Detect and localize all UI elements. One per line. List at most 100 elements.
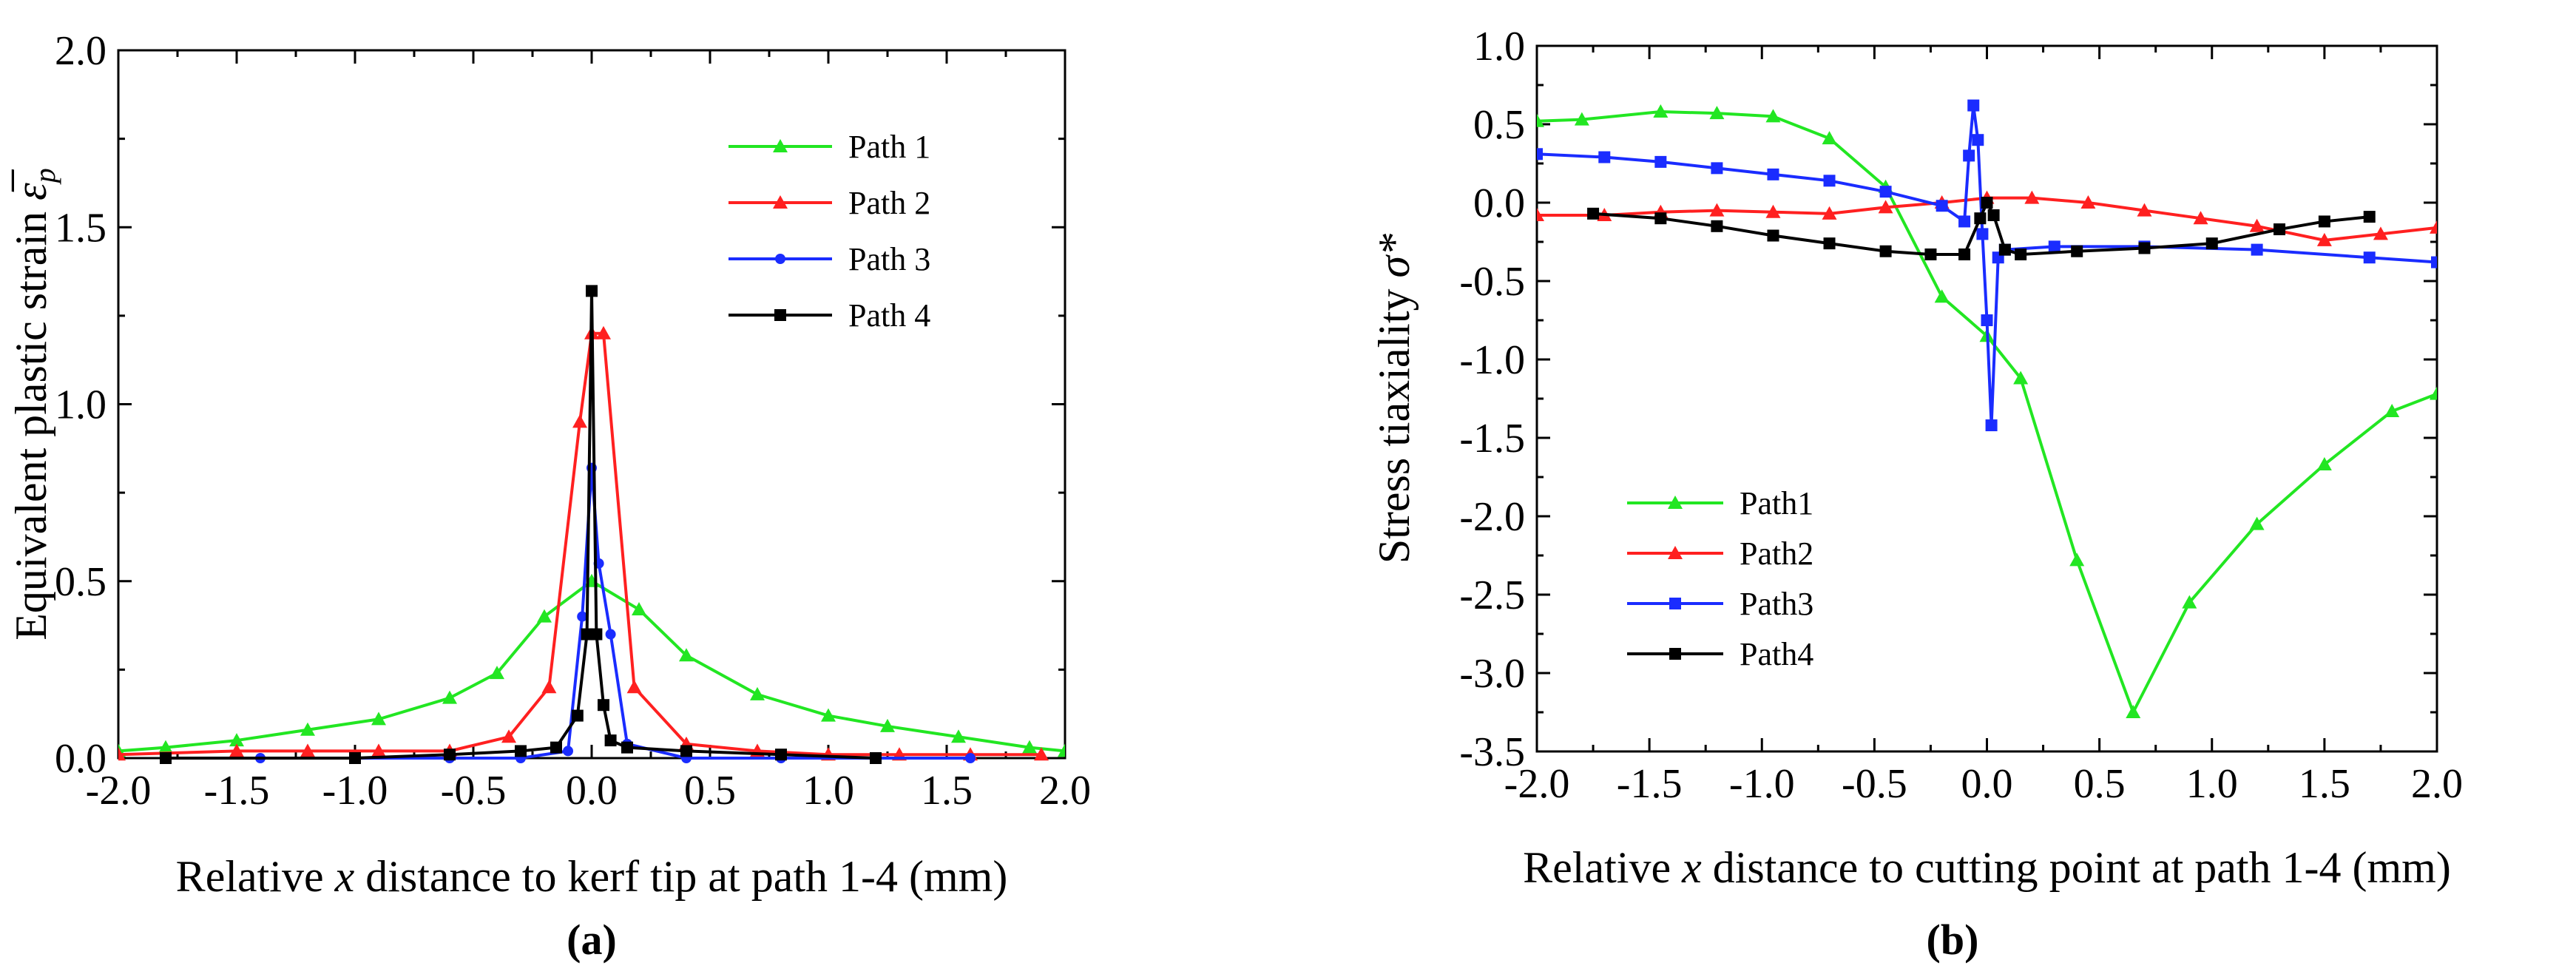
data-point <box>2249 218 2265 232</box>
series-path-4 <box>160 285 882 764</box>
data-point <box>550 741 562 754</box>
data-point <box>444 748 456 761</box>
data-point <box>2363 211 2376 223</box>
data-point <box>371 712 386 726</box>
y-tick-label: -3.0 <box>1459 651 1525 697</box>
data-point <box>1958 215 1971 228</box>
data-point <box>2363 251 2376 264</box>
x-axis-label: Relative x distance to cutting point at … <box>1523 843 2451 892</box>
x-tick-label: -1.0 <box>1729 761 1795 807</box>
data-point <box>371 743 386 757</box>
data-point <box>1878 200 1893 214</box>
data-point <box>1879 245 1892 257</box>
data-point <box>1537 148 1543 160</box>
data-point <box>870 752 882 764</box>
data-point <box>581 628 593 641</box>
x-tick-label: -0.5 <box>1842 761 1907 807</box>
series-path-1 <box>118 573 1065 757</box>
x-tick-label: 1.5 <box>2299 761 2350 807</box>
y-tick-label: 1.5 <box>55 205 107 251</box>
data-point <box>1598 151 1611 163</box>
legend-label: Path4 <box>1740 636 1813 672</box>
data-point <box>563 746 573 757</box>
data-point <box>229 743 244 757</box>
data-point <box>951 729 966 743</box>
y-tick-label: 0.0 <box>55 736 107 782</box>
data-point <box>680 745 692 757</box>
data-point <box>1653 104 1669 118</box>
data-point <box>300 743 315 757</box>
series-path4 <box>1587 197 2376 260</box>
data-point <box>160 752 172 764</box>
data-point <box>1765 204 1781 218</box>
data-point <box>1958 248 1971 260</box>
data-point <box>590 628 603 641</box>
data-point <box>2126 705 2141 718</box>
data-point <box>571 709 584 722</box>
data-point <box>1711 162 1723 175</box>
x-tick-label: -0.5 <box>441 768 507 814</box>
data-point <box>2137 203 2152 217</box>
series-path-3 <box>160 462 976 763</box>
data-point <box>1981 197 1993 209</box>
y-tick-label: -2.0 <box>1459 494 1525 540</box>
data-point <box>2249 516 2265 530</box>
panel-label: (a) <box>567 916 617 964</box>
data-point <box>2193 211 2208 225</box>
data-point <box>2048 240 2061 253</box>
legend-marker <box>773 139 788 152</box>
y-tick-label: 0.5 <box>55 559 107 605</box>
data-point <box>2430 220 2437 234</box>
y-axis-label: Equivalent plastic strain ε̅p <box>7 168 61 641</box>
chart-b-stress-triaxiality: -2.0 -1.5 -1.0 -0.5 0.0 0.5 1.0 1.5 2.0 -3.5 -3.0 -… <box>1370 24 2463 964</box>
data-point <box>596 325 611 339</box>
data-point <box>300 722 315 736</box>
data-point <box>605 629 616 640</box>
data-point <box>229 733 244 747</box>
data-point <box>775 748 787 761</box>
data-point <box>1767 229 1779 242</box>
legend-marker <box>1668 496 1683 509</box>
data-point <box>2431 256 2437 268</box>
data-point <box>2251 243 2263 256</box>
data-point <box>1981 314 1993 326</box>
data-point <box>1972 134 1984 146</box>
legend: Path 1 Path 2 Path 3 Path 4 <box>728 129 930 334</box>
data-point <box>1711 220 1723 232</box>
legend-label: Path 2 <box>848 185 930 221</box>
data-point <box>1654 212 1667 225</box>
data-point <box>965 753 976 763</box>
series-line <box>118 579 1065 753</box>
y-tick-label: -0.5 <box>1459 259 1525 305</box>
data-point <box>537 609 552 623</box>
data-point <box>1709 203 1725 217</box>
data-point <box>118 747 126 761</box>
data-point <box>604 734 617 747</box>
data-point <box>626 680 642 694</box>
data-point <box>880 718 895 732</box>
data-point <box>2384 403 2400 417</box>
x-tick-label: -1.0 <box>322 768 388 814</box>
data-point <box>1976 228 1989 240</box>
data-point <box>1934 289 1950 303</box>
x-tick-label: -1.5 <box>204 768 270 814</box>
data-point <box>1537 113 1544 127</box>
data-point <box>1967 99 1980 112</box>
legend-marker <box>774 309 786 321</box>
data-point <box>1709 106 1725 120</box>
legend-marker <box>773 195 788 209</box>
data-point <box>1998 243 2011 256</box>
data-point <box>1767 168 1779 180</box>
data-point <box>1879 186 1892 198</box>
data-point <box>1963 149 1975 162</box>
data-point <box>2205 237 2218 250</box>
legend-marker <box>1668 546 1683 559</box>
x-tick-label: 0.5 <box>684 768 736 814</box>
x-tick-label: 0.0 <box>1961 761 2013 807</box>
x-tick-label: 0.5 <box>2074 761 2126 807</box>
data-point <box>2024 190 2040 204</box>
x-tick-label: 0.0 <box>566 768 618 814</box>
x-tick-label: 2.0 <box>2411 761 2463 807</box>
y-tick-label: 0.0 <box>1473 180 1525 226</box>
data-point <box>2013 371 2029 385</box>
